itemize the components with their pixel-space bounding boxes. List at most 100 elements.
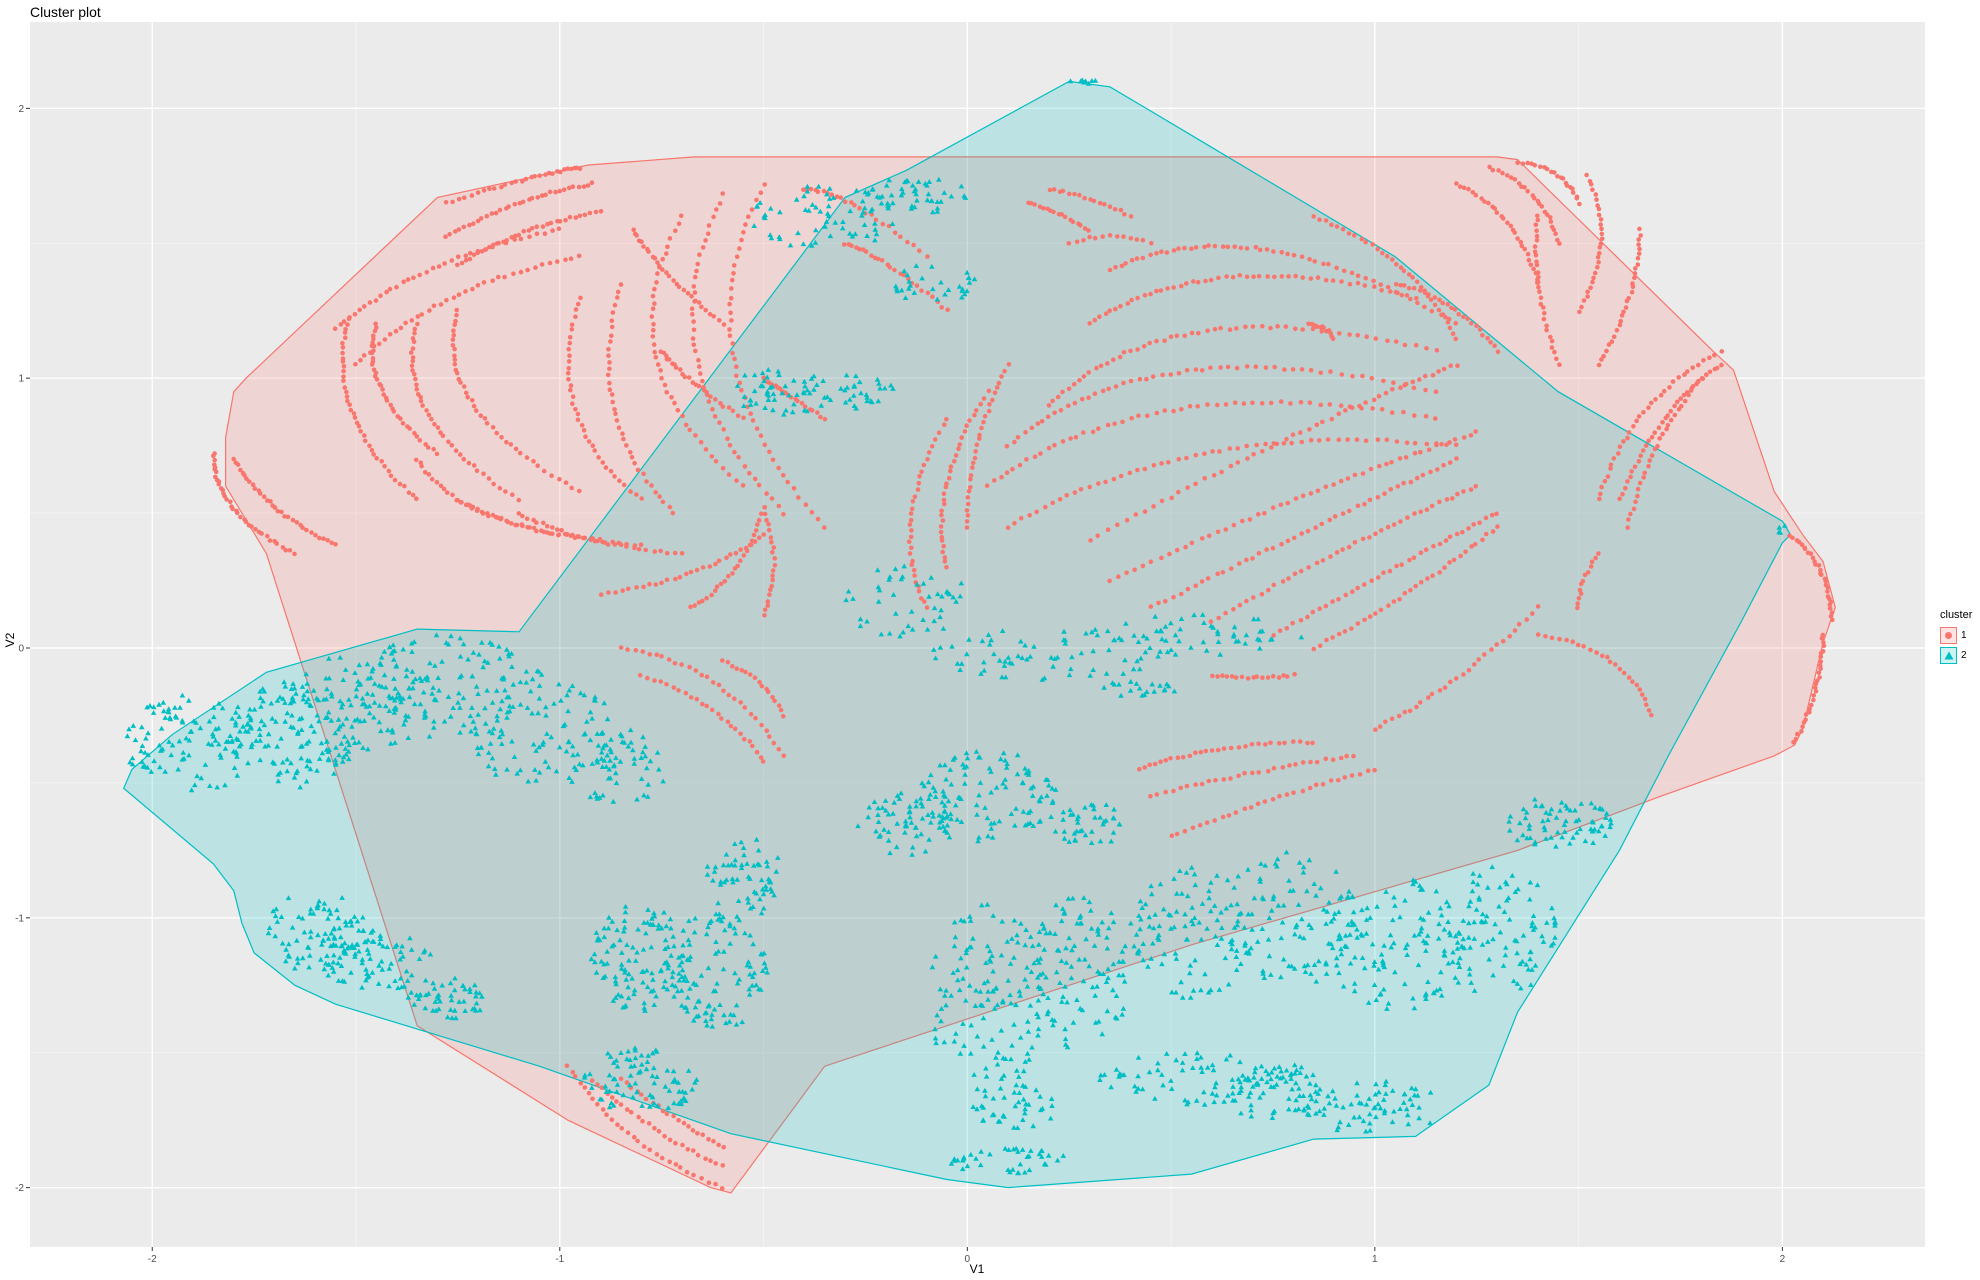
data-point — [1159, 249, 1164, 254]
data-point — [433, 697, 439, 703]
data-point — [1379, 958, 1386, 964]
data-point — [943, 1002, 949, 1008]
data-point — [289, 695, 296, 700]
data-point — [1111, 806, 1117, 812]
data-point — [1338, 893, 1344, 899]
data-point — [804, 183, 811, 189]
data-point — [974, 811, 980, 817]
data-point — [321, 536, 326, 541]
data-point — [1379, 407, 1385, 412]
data-point — [210, 704, 217, 710]
data-point — [325, 915, 331, 921]
data-point — [473, 993, 479, 999]
data-point — [352, 415, 358, 420]
data-point — [1081, 238, 1086, 243]
data-point — [1227, 1052, 1233, 1058]
data-point — [1813, 681, 1819, 686]
data-point — [1308, 925, 1315, 931]
data-point — [880, 221, 886, 227]
data-point — [1525, 251, 1531, 257]
data-point — [440, 433, 446, 439]
data-point — [649, 314, 655, 319]
data-point — [1077, 192, 1082, 198]
data-point — [492, 766, 498, 771]
data-point — [342, 330, 348, 335]
data-point — [734, 373, 739, 379]
data-point — [958, 183, 965, 189]
data-point — [855, 823, 861, 829]
data-point — [222, 782, 228, 788]
data-point — [1142, 293, 1148, 298]
data-point — [1291, 535, 1297, 541]
data-point — [1390, 257, 1395, 262]
data-point — [1292, 671, 1297, 677]
data-point — [558, 697, 564, 703]
data-point — [726, 472, 732, 477]
data-point — [1140, 941, 1146, 946]
data-point — [1182, 245, 1187, 251]
data-point — [401, 279, 407, 285]
data-point — [1029, 425, 1035, 431]
data-point — [231, 765, 238, 770]
data-point — [1032, 202, 1037, 207]
data-point — [1016, 1074, 1022, 1079]
data-point — [1311, 214, 1316, 219]
data-point — [885, 837, 892, 843]
data-point — [329, 540, 334, 546]
data-point — [948, 468, 953, 474]
data-point — [300, 955, 306, 961]
data-point — [1489, 512, 1495, 518]
data-point — [938, 279, 944, 285]
data-point — [473, 730, 479, 736]
data-point — [869, 206, 875, 212]
data-point — [1423, 996, 1429, 1001]
data-point — [743, 669, 748, 675]
data-point — [815, 410, 820, 415]
data-point — [1413, 342, 1419, 348]
data-point — [1048, 654, 1054, 660]
data-point — [454, 312, 459, 318]
data-point — [747, 932, 753, 938]
data-point — [1383, 889, 1389, 894]
data-point — [1100, 388, 1106, 394]
data-point — [609, 943, 615, 949]
data-point — [847, 230, 853, 236]
data-point — [471, 463, 477, 468]
data-point — [1108, 1084, 1114, 1090]
data-point — [1324, 908, 1330, 914]
data-point — [983, 1065, 989, 1071]
data-point — [1327, 517, 1333, 523]
data-point — [638, 542, 644, 547]
data-point — [1166, 460, 1171, 465]
data-point — [1306, 922, 1312, 927]
data-point — [664, 550, 670, 556]
data-point — [1135, 1073, 1141, 1079]
data-point — [1091, 198, 1097, 204]
data-point — [1319, 329, 1324, 334]
data-point — [1066, 241, 1072, 246]
data-point — [274, 743, 280, 749]
data-point — [1191, 279, 1196, 284]
data-point — [1162, 408, 1168, 413]
data-point — [765, 599, 771, 604]
data-point — [473, 408, 479, 413]
data-point — [1223, 1056, 1230, 1062]
data-point — [924, 626, 931, 632]
data-point — [1304, 962, 1311, 968]
data-point — [1398, 519, 1403, 524]
data-point — [338, 943, 345, 949]
data-point — [1388, 944, 1395, 950]
data-point — [1541, 824, 1547, 830]
data-point — [667, 1137, 673, 1143]
data-point — [1712, 352, 1717, 358]
data-point — [741, 403, 747, 408]
data-point — [818, 414, 823, 420]
data-point — [299, 684, 306, 689]
data-point — [489, 641, 495, 647]
data-point — [426, 733, 433, 739]
data-point — [287, 700, 294, 706]
data-point — [605, 542, 611, 547]
data-point — [1364, 905, 1370, 911]
data-point — [1246, 1094, 1252, 1099]
data-point — [1228, 745, 1234, 751]
